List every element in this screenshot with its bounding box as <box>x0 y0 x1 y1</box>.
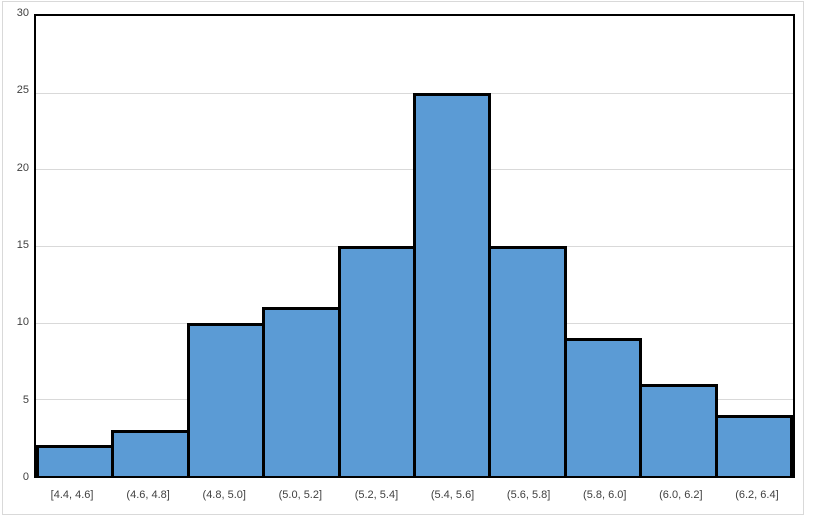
bar <box>111 430 190 476</box>
bar <box>337 246 417 476</box>
chart-frame: 0 5 10 15 20 25 30 [4.4, 4.6] (4.6, 4.8] (4.8, 5… <box>2 1 804 515</box>
x-tick-label: (5.2, 5.4] <box>354 489 399 501</box>
bar-series <box>36 16 794 476</box>
x-tick-label: (4.8, 5.0] <box>202 489 246 501</box>
y-tick-label: 5 <box>22 393 29 406</box>
bar <box>714 414 794 476</box>
y-tick-label: 25 <box>16 84 29 97</box>
bar <box>639 384 718 476</box>
x-tick-label: (5.4, 5.6] <box>430 489 475 501</box>
y-tick-label: 10 <box>16 316 29 329</box>
x-tick-label: (5.0, 5.2] <box>278 489 323 501</box>
y-tick-label: 15 <box>16 239 29 251</box>
bar <box>488 246 567 476</box>
x-tick-label: (6.2, 6.4] <box>735 489 779 501</box>
plot-area <box>34 14 795 478</box>
y-tick-label: 20 <box>16 161 29 174</box>
bar <box>563 338 643 476</box>
x-tick-label: (6.0, 6.2] <box>659 489 703 501</box>
bar <box>413 92 492 476</box>
bar <box>186 322 266 476</box>
x-tick-label: [4.4, 4.6] <box>50 489 94 501</box>
x-tick-label: (4.6, 4.8] <box>126 489 170 501</box>
x-tick-label: (5.6, 5.8] <box>506 489 551 501</box>
x-tick-label: (5.8, 6.0] <box>583 489 627 501</box>
bar <box>262 307 341 476</box>
y-tick-label: 30 <box>16 7 29 19</box>
y-tick-label: 0 <box>22 471 29 483</box>
bar <box>36 445 115 476</box>
